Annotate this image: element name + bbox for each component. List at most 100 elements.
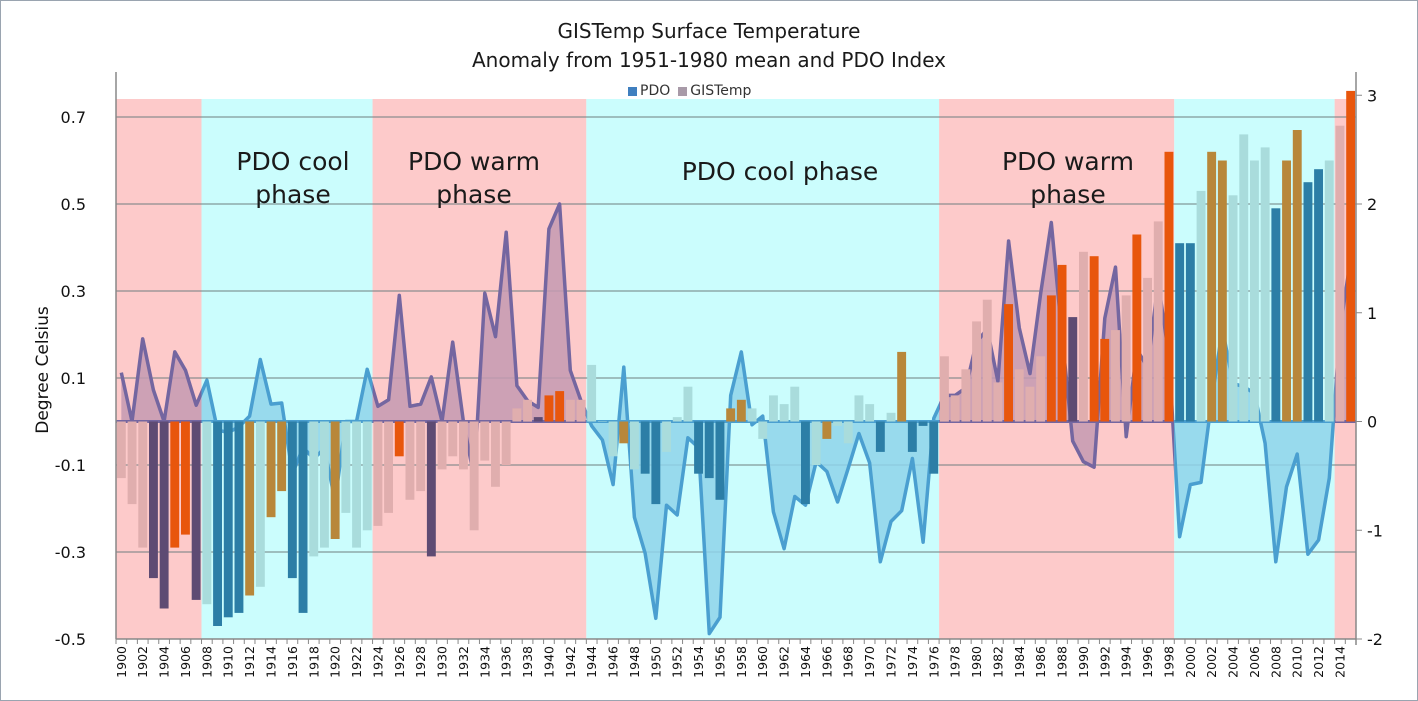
x-tick-label: 1996 bbox=[1140, 646, 1155, 678]
bar-1928 bbox=[416, 421, 426, 492]
y-tick-label: 0.1 bbox=[61, 369, 86, 388]
bar-1979 bbox=[961, 369, 971, 422]
x-tick-label: 1962 bbox=[777, 646, 792, 678]
bar-1911 bbox=[234, 421, 244, 613]
bar-1992 bbox=[1100, 338, 1110, 422]
x-tick-label: 1946 bbox=[606, 646, 621, 678]
phase-band-warm bbox=[116, 99, 202, 639]
bar-1966 bbox=[822, 421, 832, 439]
y-tick-label: 0.5 bbox=[61, 195, 86, 214]
phase-annotation: phase bbox=[255, 180, 330, 209]
bar-2015 bbox=[1346, 90, 1356, 422]
bar-1980 bbox=[972, 321, 981, 422]
x-tick-label: 1930 bbox=[435, 646, 450, 678]
bar-1945 bbox=[597, 421, 607, 422]
bar-1964 bbox=[801, 421, 810, 505]
bar-1905 bbox=[170, 421, 180, 548]
pdo-swatch-icon bbox=[628, 86, 637, 96]
bar-1993 bbox=[1111, 330, 1120, 422]
bar-1903 bbox=[149, 421, 158, 579]
x-tick-label: 1964 bbox=[798, 646, 813, 678]
x-tick-label: 1952 bbox=[670, 646, 685, 678]
y-axis-label: Degree Celsius bbox=[33, 306, 53, 434]
x-tick-label: 2012 bbox=[1311, 646, 1326, 678]
y-tick-label: 0.3 bbox=[61, 282, 86, 301]
y-tick-label: 0.7 bbox=[61, 108, 86, 127]
y-tick-label: -0.5 bbox=[55, 630, 86, 649]
x-tick-label: 1998 bbox=[1161, 646, 1176, 678]
bar-1909 bbox=[213, 421, 222, 626]
x-tick-label: 2008 bbox=[1268, 646, 1283, 678]
x-tick-label: 1936 bbox=[499, 646, 514, 678]
bar-1971 bbox=[875, 421, 885, 452]
axes bbox=[115, 72, 1362, 645]
x-tick-label: 1966 bbox=[819, 646, 834, 678]
bar-2013 bbox=[1324, 160, 1334, 422]
bar-1914 bbox=[266, 421, 276, 518]
bar-1968 bbox=[843, 421, 853, 444]
x-tick-label: 1980 bbox=[969, 646, 984, 678]
x-tick-label: 1988 bbox=[1055, 646, 1070, 678]
bar-1908 bbox=[202, 421, 212, 605]
bar-2010 bbox=[1292, 130, 1302, 422]
legend-item-pdo: PDO bbox=[628, 83, 670, 99]
bar-1936 bbox=[501, 421, 511, 465]
legend-label-pdo: PDO bbox=[640, 83, 671, 99]
bar-2007 bbox=[1260, 147, 1270, 422]
x-tick-label: 1972 bbox=[884, 646, 899, 678]
x-tick-label: 1982 bbox=[990, 646, 1005, 678]
chart-title-line: Anomaly from 1951-1980 mean and PDO Inde… bbox=[472, 48, 946, 72]
bar-2005 bbox=[1239, 134, 1249, 422]
bar-1935 bbox=[491, 421, 500, 487]
x-tick-label: 1956 bbox=[713, 646, 728, 678]
bar-1969 bbox=[854, 395, 864, 422]
phase-annotation: PDO cool bbox=[236, 147, 349, 176]
x-tick-label: 2014 bbox=[1333, 646, 1348, 678]
bar-1958 bbox=[736, 399, 746, 422]
x-tick-label: 1924 bbox=[370, 646, 385, 678]
bar-1950 bbox=[651, 421, 661, 505]
bar-1962 bbox=[779, 404, 789, 422]
y-tick-label: -0.1 bbox=[55, 456, 86, 475]
bar-1947 bbox=[619, 421, 629, 444]
gistemp-swatch-icon bbox=[678, 86, 688, 96]
bar-1915 bbox=[277, 421, 287, 492]
bar-1902 bbox=[138, 421, 148, 548]
bar-1999 bbox=[1175, 243, 1185, 422]
chart-text: GISTemp Surface Temperature Anomaly from … bbox=[33, 19, 1383, 678]
bar-1956 bbox=[715, 421, 725, 500]
bar-1973 bbox=[897, 351, 907, 422]
x-tick-label: 1984 bbox=[1012, 646, 1027, 678]
bar-1941 bbox=[555, 391, 565, 422]
bar-1919 bbox=[320, 421, 329, 548]
bar-1987 bbox=[1046, 295, 1056, 422]
x-tick-label: 1960 bbox=[755, 646, 770, 678]
bar-1985 bbox=[1025, 386, 1035, 422]
bar-1957 bbox=[726, 408, 736, 422]
bar-1988 bbox=[1057, 264, 1067, 422]
chart-title-line: GISTemp Surface Temperature bbox=[558, 19, 861, 43]
x-tick-label: 1990 bbox=[1076, 646, 1091, 678]
bar-2001 bbox=[1196, 190, 1206, 422]
bar-1946 bbox=[608, 421, 618, 457]
bar-2009 bbox=[1282, 160, 1291, 422]
phase-annotation: PDO cool phase bbox=[682, 157, 879, 186]
bar-1912 bbox=[245, 421, 255, 596]
bar-1976 bbox=[929, 421, 939, 474]
bar-2002 bbox=[1207, 151, 1217, 422]
bar-2000 bbox=[1185, 243, 1195, 422]
y2-tick-label: 0 bbox=[1367, 413, 1377, 432]
bar-1951 bbox=[662, 421, 671, 452]
x-tick-label: 1976 bbox=[926, 646, 941, 678]
bar-1948 bbox=[630, 421, 639, 470]
bar-1920 bbox=[330, 421, 340, 539]
bar-1934 bbox=[480, 421, 490, 461]
x-tick-label: 1932 bbox=[456, 646, 471, 678]
x-tick-label: 1902 bbox=[135, 646, 150, 678]
x-tick-label: 1944 bbox=[584, 646, 599, 678]
legend-label-gistemp: GISTemp bbox=[690, 83, 752, 99]
legend: PDO GISTemp bbox=[628, 83, 751, 99]
bar-1906 bbox=[181, 421, 190, 535]
x-tick-label: 1918 bbox=[306, 646, 321, 678]
bar-1955 bbox=[704, 421, 714, 479]
